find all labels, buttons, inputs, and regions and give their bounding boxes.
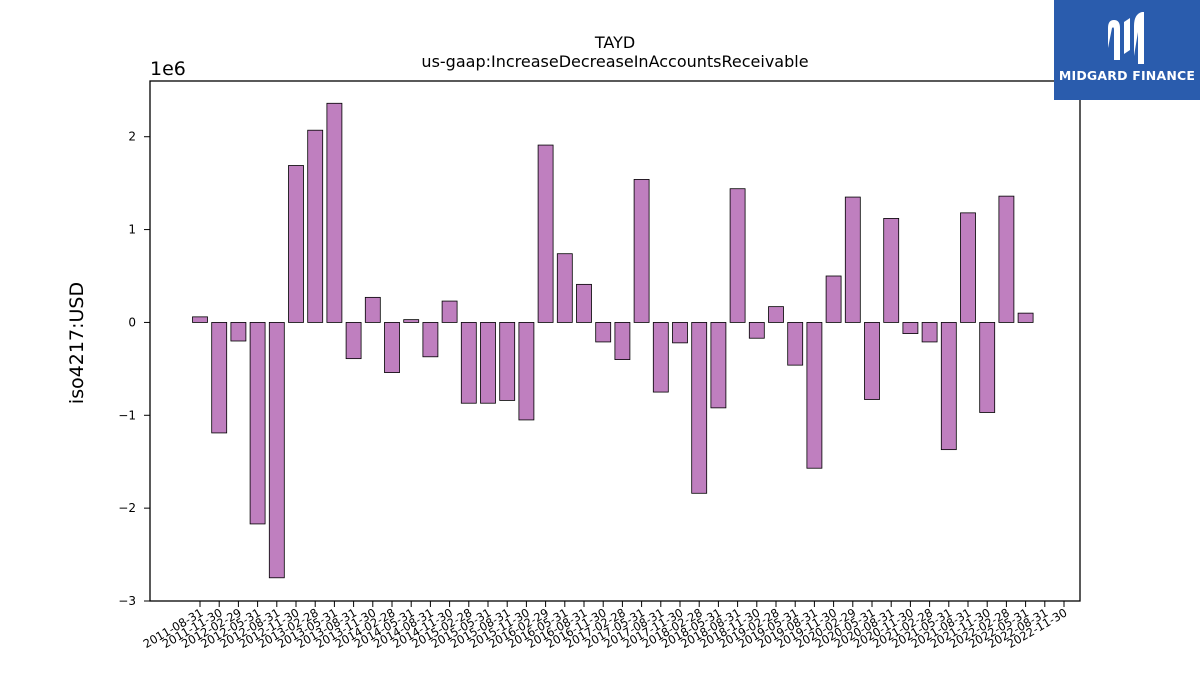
chart-title: TAYD: [594, 33, 635, 52]
bar: [499, 322, 516, 401]
x-ticks-group: 2011-08-312011-11-302012-02-292012-05-31…: [141, 601, 1070, 651]
bar: [960, 212, 976, 323]
brand-name: MIDGARD FINANCE: [1058, 68, 1196, 83]
bar: [403, 319, 420, 323]
bar: [422, 322, 439, 358]
chart-subtitle: us-gaap:IncreaseDecreaseInAccountsReceiv…: [421, 52, 808, 71]
bar: [998, 195, 1015, 323]
plot-frame: [149, 80, 1081, 602]
y-tick-label: 0: [128, 315, 136, 329]
bar: [268, 322, 285, 579]
y-tick-label: −3: [118, 594, 136, 608]
bar: [518, 322, 535, 421]
bar: [844, 196, 861, 323]
bar: [230, 322, 247, 342]
bar: [576, 283, 592, 323]
bar: [748, 322, 765, 339]
brand-mark-icon: [1108, 12, 1144, 64]
y-axis-label: iso4217:USD: [66, 282, 88, 404]
bar: [633, 179, 650, 323]
bar: [614, 322, 631, 360]
y-ticks-group: −3 −2 −1 0 1 2: [118, 130, 150, 608]
bar: [460, 322, 477, 404]
bars-group: [192, 102, 1034, 579]
bar: [691, 322, 708, 494]
bar: [710, 322, 727, 409]
bar: [1017, 312, 1034, 323]
y-tick-label: −2: [118, 501, 136, 515]
bar: [288, 165, 304, 323]
bar: [441, 300, 458, 323]
bar: [979, 322, 996, 413]
bar: [921, 322, 938, 343]
bar: [480, 322, 496, 404]
bar: [345, 322, 362, 360]
bar: [864, 322, 880, 400]
bar: [806, 322, 823, 469]
bar: [883, 218, 900, 323]
bar: [307, 129, 324, 323]
bar: [384, 322, 400, 373]
bar: [768, 306, 784, 323]
bar: [902, 322, 919, 334]
y-tick-label: 2: [128, 130, 136, 144]
brand-logo: MIDGARD FINANCE: [1054, 0, 1200, 100]
bar: [940, 322, 957, 451]
bar: [364, 296, 381, 323]
y-tick-label: −1: [118, 408, 136, 422]
y-tick-label: 1: [128, 223, 136, 237]
bar: [537, 144, 554, 323]
bar: [192, 316, 208, 323]
bar: [729, 188, 746, 323]
bar: [652, 322, 669, 393]
bar: [825, 275, 842, 323]
bar: [326, 102, 343, 323]
bar: [211, 322, 228, 434]
y-scale-label: 1e6: [150, 58, 186, 80]
bar: [787, 322, 804, 366]
bar: [595, 322, 612, 343]
bar: [556, 253, 573, 323]
bar: [249, 322, 266, 525]
bar: [672, 322, 688, 344]
